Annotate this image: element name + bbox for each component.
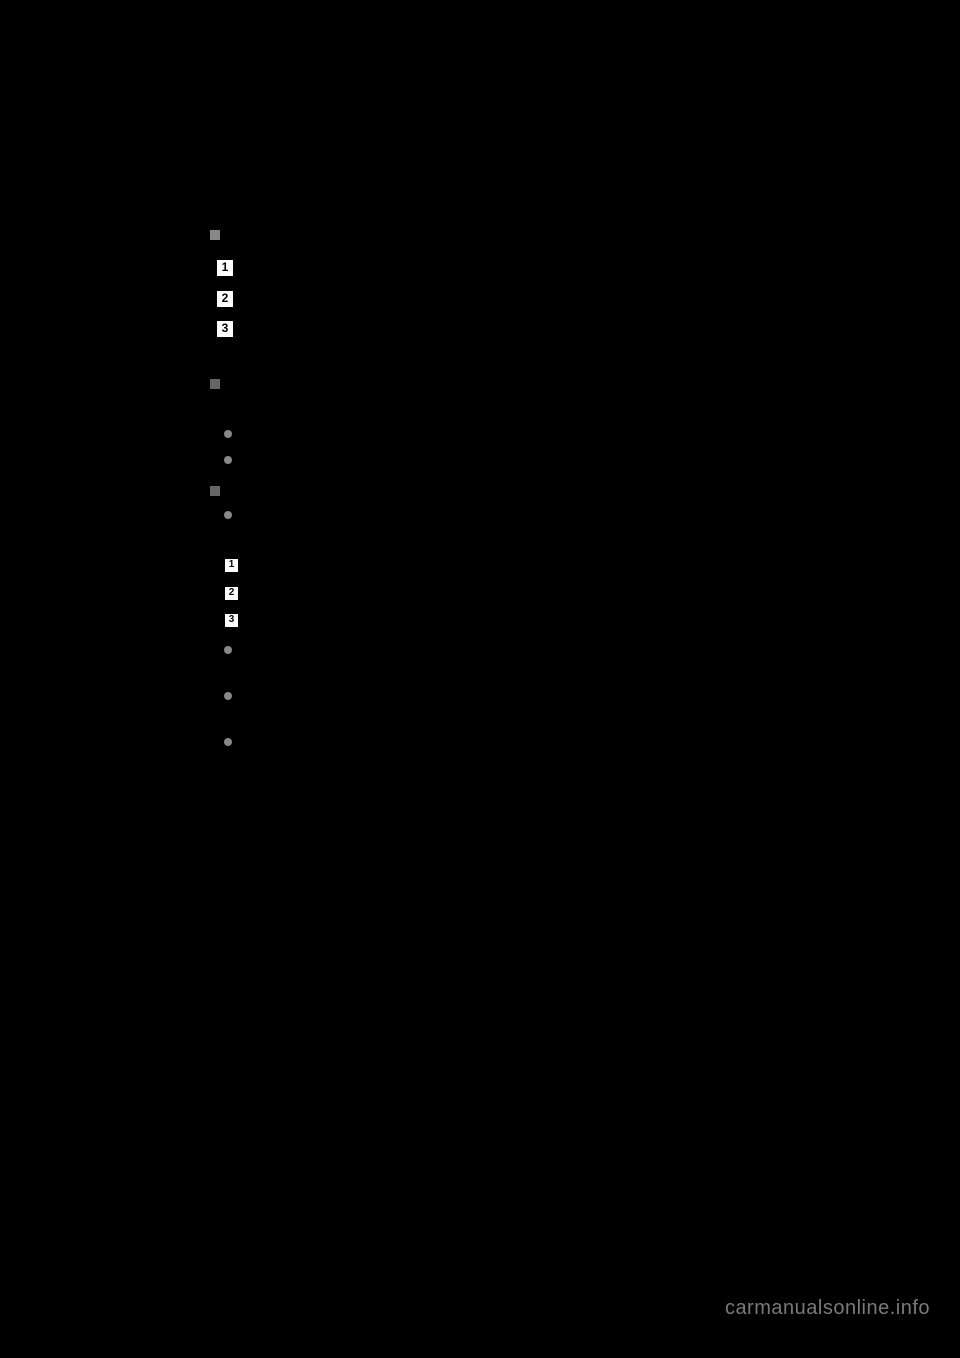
substep-text: Check that the clutch pedal is fully dep… — [251, 613, 515, 633]
step-text: Turn the engine switch off to stop the e… — [246, 320, 569, 343]
round-bullet-icon — [224, 456, 232, 464]
info-heading-text: If the engine does not start — [234, 378, 400, 393]
info-bullet-text: If the engine does not start even after … — [242, 641, 840, 681]
substep-text: Check that the shift lever is set in N. — [251, 586, 458, 606]
info-intro-text: The engine immobilizer system may not ha… — [224, 399, 840, 419]
info-bullet-row: Check that the shift lever is set in N. — [224, 425, 840, 445]
info-heading-text: When the steering lock cannot be release… — [234, 485, 498, 500]
step-text: While the vehicle is stopped, fully depr… — [246, 259, 666, 282]
round-bullet-icon — [224, 511, 232, 519]
substep-row: 1 Check that the key is inserted all the… — [224, 558, 840, 578]
step-number-box: 1 — [224, 558, 239, 573]
info-bullet-row: If the engine does not start even after … — [224, 641, 840, 681]
info-bullet-row: The engine may not start if the clutch p… — [224, 451, 840, 471]
page-content: Parking the vehicle 1 While the vehicle … — [210, 228, 840, 759]
step-number-box: 2 — [216, 290, 234, 308]
section-heading-parking: Parking the vehicle — [210, 228, 840, 245]
square-bullet-icon — [210, 379, 220, 389]
section-divider — [200, 361, 840, 364]
info-bullet-row: Vehicles with a 3-ring meter — [224, 506, 840, 526]
substep-row: 2 Check that the shift lever is set in N… — [224, 586, 840, 606]
info-subintro: If the engine does not start, try the fo… — [238, 532, 840, 552]
info-bullet-row: If the engine still does not start, the … — [224, 687, 840, 727]
info-bullet-text: Vehicles with a 2-ring meter: →P. 253 — [242, 733, 458, 753]
step-number-box: 2 — [224, 586, 239, 601]
page-number: 248 — [140, 140, 173, 163]
round-bullet-icon — [224, 646, 232, 654]
info-bullet-text: Check that the shift lever is set in N. — [242, 425, 449, 445]
info-heading-steering-lock: When the steering lock cannot be release… — [210, 485, 840, 500]
square-bullet-icon — [210, 486, 220, 496]
section-path: 4-2. Driving procedures — [704, 144, 860, 161]
square-bullet-icon — [210, 230, 220, 240]
step-row: 2 Set the parking brake. (→P. 260) — [216, 290, 840, 313]
info-bullet-row: Vehicles with a 2-ring meter: →P. 253 — [224, 733, 840, 753]
section-heading-text: Parking the vehicle — [234, 228, 361, 245]
document-reference: 86_EE — [140, 1227, 170, 1238]
step-row: 1 While the vehicle is stopped, fully de… — [216, 259, 840, 282]
round-bullet-icon — [224, 738, 232, 746]
step-number-box: 3 — [224, 613, 239, 628]
info-bullet-text: The engine may not start if the clutch p… — [242, 451, 620, 471]
round-bullet-icon — [224, 430, 232, 438]
info-bullet-text: Vehicles with a 3-ring meter — [242, 506, 402, 526]
info-bullet-text: If the engine still does not start, the … — [242, 687, 840, 727]
page-header: 248 4-2. Driving procedures — [140, 140, 860, 163]
round-bullet-icon — [224, 692, 232, 700]
step-row: 3 Turn the engine switch off to stop the… — [216, 320, 840, 343]
step-text: Set the parking brake. (→P. 260) — [246, 290, 473, 313]
info-heading-engine-not-start: If the engine does not start — [210, 378, 840, 393]
step-number-box: 1 — [216, 259, 234, 277]
substep-row: 3 Check that the clutch pedal is fully d… — [224, 613, 840, 633]
step-number-box: 3 — [216, 320, 234, 338]
header-rule — [140, 210, 860, 211]
page-root: 248 4-2. Driving procedures Parking the … — [0, 0, 960, 1358]
watermark-text: carmanualsonline.info — [725, 1297, 930, 1320]
substep-text: Check that the key is inserted all the w… — [251, 558, 504, 578]
